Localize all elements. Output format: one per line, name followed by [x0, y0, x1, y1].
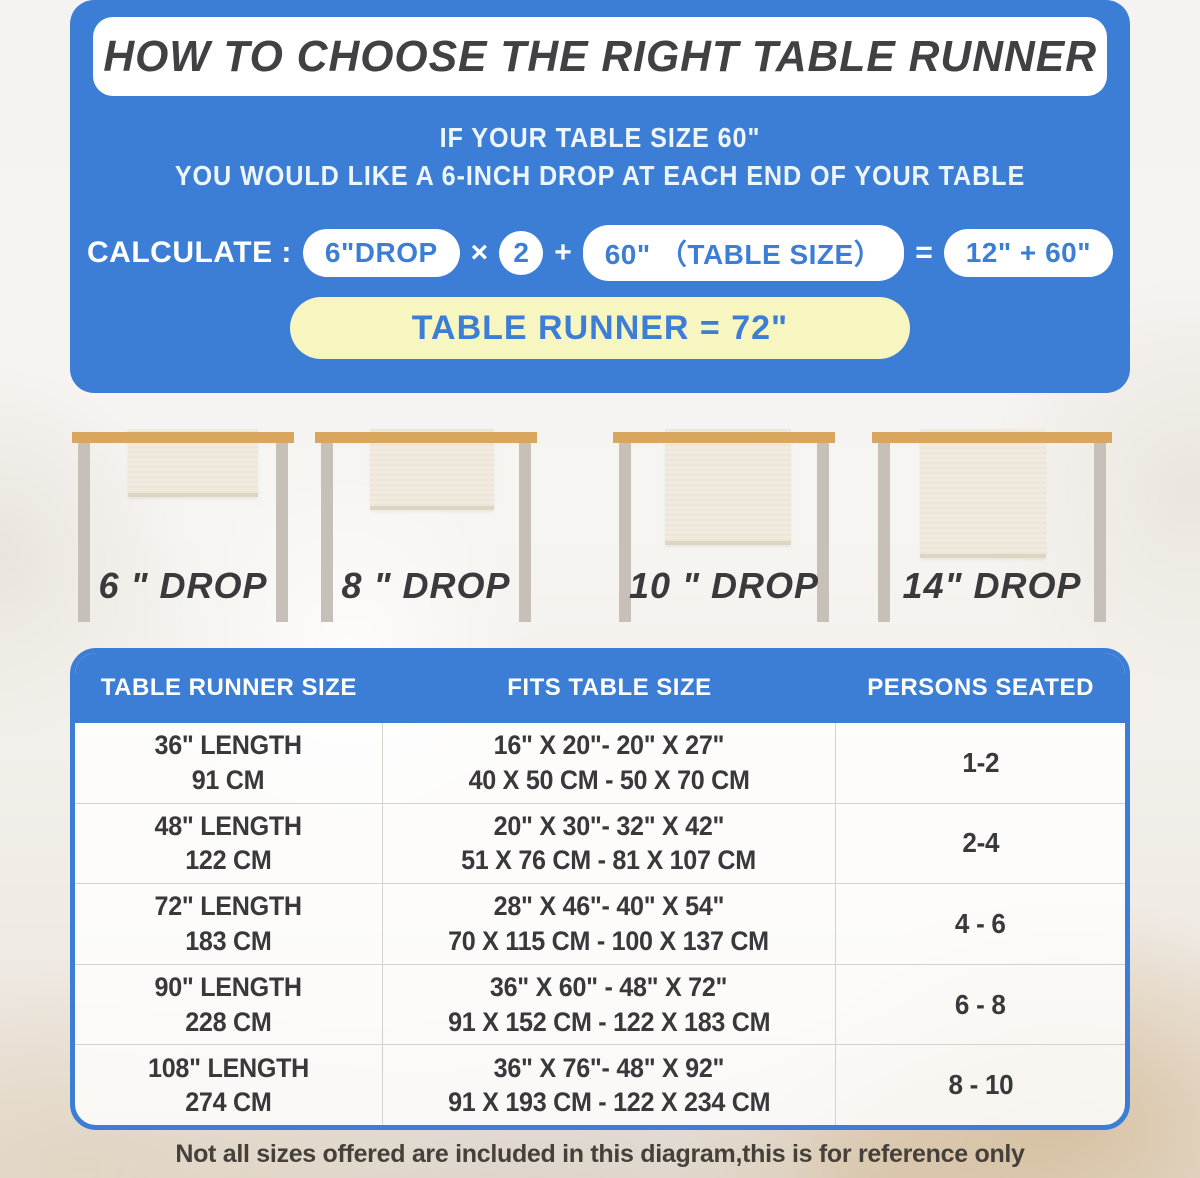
fits-inches: 28" X 46"- 40" X 54": [493, 891, 725, 922]
drop-label: 10 " DROP: [628, 565, 820, 606]
table-leg: [619, 443, 631, 622]
tabletop: [872, 432, 1112, 443]
persons-cell: 4 - 6: [836, 884, 1125, 964]
runner-size-cell: 48" LENGTH 122 CM: [75, 803, 383, 884]
fits-size-cell: 20" X 30"- 32" X 42" 51 X 76 CM - 81 X 1…: [383, 803, 837, 884]
runner-size-cell: 108" LENGTH 274 CM: [75, 1045, 383, 1125]
title-box: HOW TO CHOOSE THE RIGHT TABLE RUNNER: [93, 17, 1107, 96]
fits-size-cell: 16" X 20"- 20" X 27" 40 X 50 CM - 50 X 7…: [383, 723, 837, 803]
persons-cell: 1-2: [836, 723, 1125, 803]
drop-value-pill: 6"DROP: [302, 229, 460, 277]
fits-inches: 20" X 30"- 32" X 42": [493, 810, 725, 841]
column-header-fits-size: FITS TABLE SIZE: [507, 674, 712, 701]
calculate-label: CALCULATE :: [87, 236, 292, 269]
size-chart-body: 36" LENGTH 91 CM 16" X 20"- 20" X 27" 40…: [75, 723, 1125, 1125]
size-inches: 48" LENGTH: [154, 810, 303, 841]
multiplier-badge: 2: [499, 231, 544, 275]
fits-cm: 51 X 76 CM - 81 X 107 CM: [461, 845, 757, 876]
persons-cell: 6 - 8: [836, 965, 1125, 1045]
table-row: 72" LENGTH 183 CM 28" X 46"- 40" X 54" 7…: [75, 883, 1125, 964]
size-inches: 72" LENGTH: [154, 891, 303, 922]
size-chart-panel: TABLE RUNNER SIZE FITS TABLE SIZE PERSON…: [70, 648, 1130, 1130]
size-inches: 90" LENGTH: [154, 972, 303, 1003]
drop-label: 14" DROP: [902, 565, 1082, 606]
fits-cm: 40 X 50 CM - 50 X 70 CM: [468, 764, 750, 795]
table-leg: [519, 443, 531, 622]
calculation-row: CALCULATE : 6"DROP × 2 + 60" （TABLE SIZE…: [70, 225, 1130, 281]
size-cm: 274 CM: [185, 1087, 272, 1118]
persons-count: 4 - 6: [955, 908, 1006, 940]
persons-cell: 2-4: [836, 804, 1125, 884]
tabletop: [613, 432, 835, 443]
table-runner-cloth: [128, 429, 258, 497]
fits-cm: 91 X 152 CM - 122 X 183 CM: [447, 1006, 771, 1037]
size-inches: 36" LENGTH: [154, 730, 303, 761]
persons-count: 2-4: [962, 827, 1000, 859]
table-row: 90" LENGTH 228 CM 36" X 60" - 48" X 72" …: [75, 963, 1125, 1045]
table-runner-cloth: [370, 429, 494, 510]
fits-size-cell: 36" X 76"- 48" X 92" 91 X 193 CM - 122 X…: [383, 1045, 837, 1125]
size-cm: 183 CM: [185, 925, 272, 956]
size-cm: 228 CM: [185, 1006, 272, 1037]
size-chart-header: TABLE RUNNER SIZE FITS TABLE SIZE PERSON…: [75, 653, 1125, 723]
table-leg: [276, 443, 288, 622]
persons-cell: 8 - 10: [836, 1045, 1125, 1125]
instructions-panel: HOW TO CHOOSE THE RIGHT TABLE RUNNER IF …: [70, 0, 1130, 393]
column-header-persons: PERSONS SEATED: [867, 674, 1094, 701]
size-cm: 91 CM: [192, 764, 265, 795]
table-leg: [321, 443, 333, 622]
subtitle-line-1: IF YOUR TABLE SIZE 60": [439, 122, 761, 153]
table-runner-cloth: [920, 429, 1046, 558]
column-header-runner-size: TABLE RUNNER SIZE: [100, 674, 357, 701]
equals-operator: =: [915, 236, 933, 269]
multiply-operator: ×: [470, 236, 489, 269]
runner-size-cell: 90" LENGTH 228 CM: [75, 964, 383, 1045]
table-row: 48" LENGTH 122 CM 20" X 30"- 32" X 42" 5…: [75, 802, 1125, 884]
subtitle-line-2: YOU WOULD LIKE A 6-INCH DROP AT EACH END…: [174, 160, 1026, 191]
fits-inches: 36" X 60" - 48" X 72": [490, 972, 728, 1003]
fits-cm: 70 X 115 CM - 100 X 137 CM: [448, 925, 770, 956]
runner-size-cell: 72" LENGTH 183 CM: [75, 884, 383, 964]
plus-operator: +: [554, 236, 572, 269]
persons-count: 8 - 10: [948, 1069, 1014, 1101]
table-runner-cloth: [665, 429, 791, 545]
page-title: HOW TO CHOOSE THE RIGHT TABLE RUNNER: [103, 31, 1097, 81]
size-inches: 108" LENGTH: [147, 1052, 309, 1083]
table-leg: [878, 443, 890, 622]
result-pill: TABLE RUNNER = 72": [290, 297, 910, 359]
persons-count: 6 - 8: [955, 988, 1006, 1020]
tabletop: [72, 432, 294, 443]
fits-inches: 36" X 76"- 48" X 92": [493, 1052, 725, 1083]
table-leg: [1094, 443, 1106, 622]
table-leg: [78, 443, 90, 622]
runner-size-cell: 36" LENGTH 91 CM: [75, 723, 383, 803]
fits-inches: 16" X 20"- 20" X 27": [493, 730, 725, 761]
size-cm: 122 CM: [185, 845, 272, 876]
table-leg: [817, 443, 829, 622]
drop-label: 6 " DROP: [98, 565, 268, 606]
table-row: 108" LENGTH 274 CM 36" X 76"- 48" X 92" …: [75, 1044, 1125, 1125]
fits-cm: 91 X 193 CM - 122 X 234 CM: [447, 1087, 771, 1118]
sum-pill: 12" + 60": [943, 229, 1113, 277]
persons-count: 1-2: [962, 746, 1000, 778]
fits-size-cell: 36" X 60" - 48" X 72" 91 X 152 CM - 122 …: [383, 964, 837, 1045]
footer-note: Not all sizes offered are included in th…: [175, 1140, 1025, 1168]
drop-label: 8 " DROP: [341, 565, 511, 606]
fits-size-cell: 28" X 46"- 40" X 54" 70 X 115 CM - 100 X…: [383, 884, 837, 964]
tabletop: [315, 432, 537, 443]
table-size-pill: 60" （TABLE SIZE）: [582, 225, 905, 281]
table-row: 36" LENGTH 91 CM 16" X 20"- 20" X 27" 40…: [75, 723, 1125, 803]
